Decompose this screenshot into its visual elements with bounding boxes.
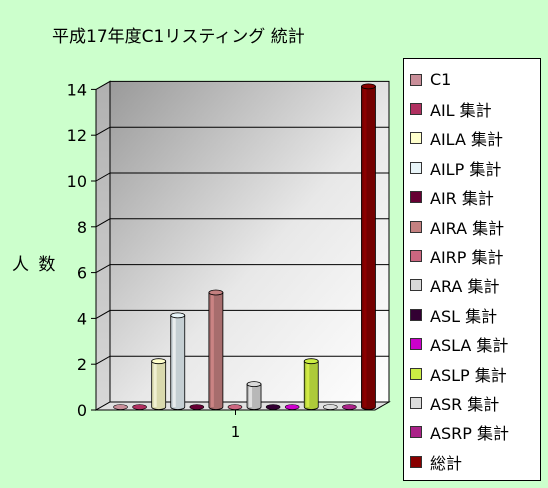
legend-label: AILP 集計 — [430, 159, 502, 179]
legend-label: ASLA 集計 — [430, 336, 509, 356]
bar-air-集計 — [189, 404, 205, 410]
legend-swatch — [410, 455, 422, 468]
legend-swatch — [410, 132, 422, 145]
legend-item: ASRP 集計 — [404, 418, 540, 447]
bar-aslp-集計-highlight — [306, 361, 310, 407]
bar-aila-集計-highlight — [153, 361, 157, 407]
bar-asrp-集計 — [342, 404, 357, 410]
legend-label: C1 — [430, 70, 452, 90]
y-tick-label: 6 — [77, 264, 87, 283]
legend-label: AIRP 集計 — [430, 248, 504, 268]
legend-label: ASL 集計 — [430, 306, 498, 326]
legend-swatch — [410, 279, 422, 292]
y-tick-label: 2 — [77, 355, 87, 374]
bar-総計-highlight — [363, 86, 367, 408]
legend-item: AIRA 集計 — [404, 212, 540, 241]
legend-swatch — [410, 308, 422, 321]
legend-label: ARA 集計 — [430, 277, 500, 297]
legend-swatch — [410, 191, 422, 204]
legend-item: 総計 — [404, 447, 540, 476]
legend-label: AIL 集計 — [430, 101, 492, 121]
legend-swatch — [410, 250, 422, 263]
legend-label: 総計 — [430, 453, 463, 473]
bar-aslp-集計-top — [303, 358, 319, 365]
bar-c1 — [113, 404, 128, 410]
back-wall — [109, 80, 390, 403]
bar-総計-top — [361, 83, 376, 90]
legend-item: ASL 集計 — [404, 300, 540, 329]
legend-swatch — [410, 161, 422, 174]
legend-item: AIR 集計 — [404, 183, 540, 212]
gridline — [95, 126, 389, 136]
y-axis-label: 人 数 — [12, 255, 58, 275]
legend-swatch — [410, 73, 422, 86]
legend-swatch — [410, 396, 422, 409]
legend-item: AIL 集計 — [404, 94, 540, 123]
legend-label: AIRA 集計 — [430, 218, 505, 238]
y-tick-label: 10 — [67, 172, 87, 191]
bar-ailp-集計-top — [170, 312, 186, 319]
bar-ailp-集計-highlight — [172, 315, 176, 407]
bar-asr-集計 — [323, 404, 338, 410]
legend-item: ASR 集計 — [404, 388, 540, 417]
legend-item: ASLP 集計 — [404, 359, 540, 388]
bar-ara-集計-top — [246, 381, 262, 388]
y-tick-label: 12 — [67, 126, 87, 145]
bar-ara-集計-highlight — [249, 384, 253, 407]
legend-item: ASLA 集計 — [404, 330, 540, 359]
legend-label: ASLP 集計 — [430, 365, 507, 385]
legend-item: C1 — [404, 65, 540, 94]
legend-item: ARA 集計 — [404, 271, 540, 300]
bar-airp-集計 — [227, 404, 243, 410]
bar-asl-集計 — [265, 404, 281, 410]
bar-aila-集計-top — [151, 358, 167, 365]
gridline — [95, 218, 389, 228]
chart-title: 平成17年度C1リスティング 統計 — [52, 27, 305, 47]
y-tick-label: 4 — [77, 309, 87, 328]
y-tick-label: 14 — [67, 80, 87, 99]
legend-label: ASR 集計 — [430, 394, 500, 414]
bar-aira-集計-top — [208, 289, 224, 296]
y-tick-label: 0 — [77, 401, 87, 420]
legend-label: AIR 集計 — [430, 189, 494, 209]
legend-label: ASRP 集計 — [430, 424, 509, 444]
gridline — [95, 309, 389, 319]
gridline — [95, 355, 389, 365]
gridline — [95, 172, 389, 182]
legend-swatch — [410, 220, 422, 233]
bar-chart: 0 2 4 6 8 10 12 14 1 — [67, 80, 391, 441]
bar-asla-集計 — [284, 404, 300, 410]
gridline — [95, 264, 389, 274]
legend-item: AIRP 集計 — [404, 241, 540, 270]
legend-item: AILP 集計 — [404, 153, 540, 182]
legend-swatch — [410, 338, 422, 351]
legend-label: AILA 集計 — [430, 130, 503, 150]
legend-swatch — [410, 103, 422, 116]
x-tick-label: 1 — [231, 423, 241, 441]
legend-swatch — [410, 367, 422, 380]
bar-ail-集計 — [132, 404, 147, 410]
chart-legend: C1 AIL 集計 AILA 集計 AILP 集計 AIR 集計 AIRA 集計 AIRP … — [403, 58, 541, 481]
y-tick-label: 8 — [77, 218, 87, 237]
legend-item: AILA 集計 — [404, 124, 540, 153]
legend-swatch — [410, 426, 422, 439]
bar-aira-集計-highlight — [210, 292, 214, 407]
